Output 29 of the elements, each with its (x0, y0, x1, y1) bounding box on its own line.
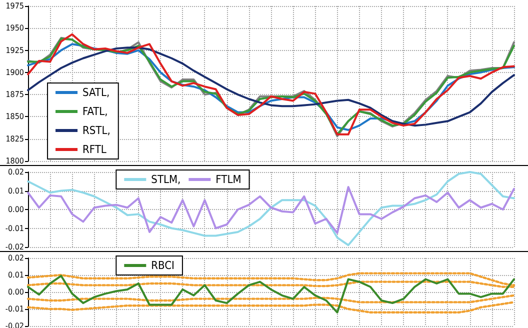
y-tick-label: -0.02 (5, 242, 24, 252)
y-tick-label: 1950 (6, 24, 24, 33)
y-tick-label: 1825 (6, 134, 24, 144)
line-series (27, 186, 515, 234)
y-tick-label: 1975 (6, 2, 24, 10)
y-tick-label: 1800 (6, 156, 24, 166)
line-series (26, 294, 516, 304)
legend-label: FATL, (82, 105, 108, 118)
line-series (27, 274, 515, 314)
legend-label: SATL, (82, 86, 110, 99)
y-tick-label: 1925 (6, 46, 24, 55)
legend-label: RSTL, (82, 124, 110, 137)
y-tick-label: -0.01 (5, 224, 24, 233)
legend-label: RFTL (82, 143, 107, 156)
y-tick-label: 1875 (6, 90, 24, 100)
y-tick-label: 0.01 (8, 270, 24, 280)
line-series (27, 171, 515, 246)
legend-label: STLM, (151, 173, 181, 186)
y-tick-label: 0.01 (8, 186, 24, 196)
y-tick-label: 1850 (6, 112, 24, 122)
y-tick-label: 0.02 (8, 254, 24, 262)
y-tick-label: 0.00 (8, 205, 24, 214)
legend-label: FTLM (216, 173, 242, 186)
legend-label: RBCI (151, 259, 174, 272)
line-series (26, 301, 516, 314)
y-tick-label: 0.02 (8, 168, 24, 176)
y-tick-label: -0.01 (5, 304, 24, 314)
y-tick-label: 0.00 (8, 288, 24, 296)
y-tick-label: 1900 (6, 68, 24, 77)
